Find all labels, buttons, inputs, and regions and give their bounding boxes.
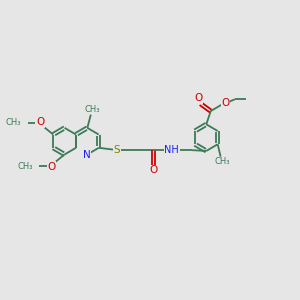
Text: CH₃: CH₃ <box>6 118 21 127</box>
Text: O: O <box>194 93 202 103</box>
Text: O: O <box>47 162 56 172</box>
Text: CH₃: CH₃ <box>214 158 230 166</box>
Text: N: N <box>83 150 91 160</box>
Text: NH: NH <box>164 145 179 155</box>
Text: CH₃: CH₃ <box>85 105 100 114</box>
Text: CH₃: CH₃ <box>17 162 33 171</box>
Text: S: S <box>113 145 120 155</box>
Text: O: O <box>221 98 230 108</box>
Text: O: O <box>149 165 158 175</box>
Text: O: O <box>36 117 44 127</box>
